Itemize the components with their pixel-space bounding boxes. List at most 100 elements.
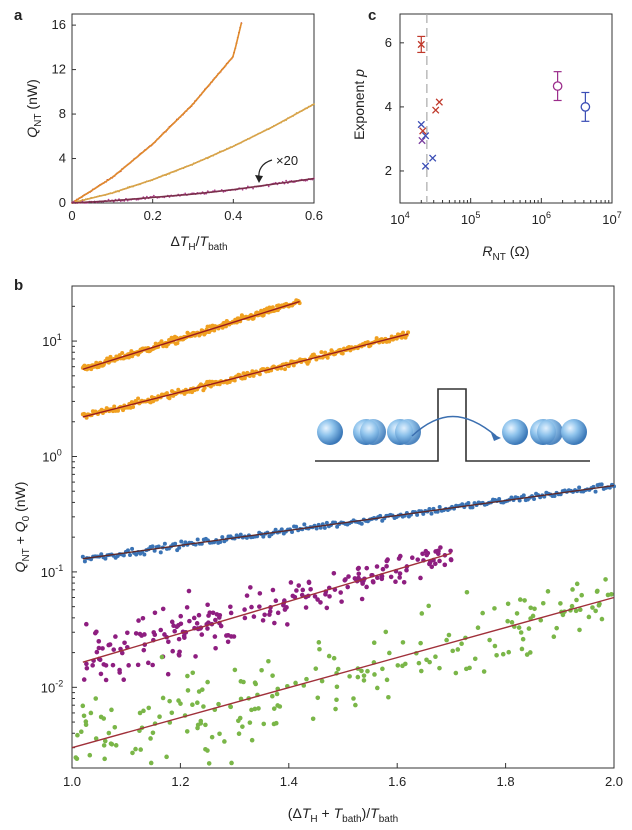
data-point	[228, 704, 233, 709]
data-point	[145, 660, 151, 666]
data-point	[459, 641, 464, 647]
data-point	[577, 607, 583, 613]
y-tick-label: 10-2	[41, 678, 63, 695]
cross-marker	[435, 98, 443, 106]
data-point	[205, 679, 210, 685]
data-point	[323, 350, 328, 355]
data-point	[388, 574, 394, 580]
data-point	[404, 567, 409, 573]
data-point	[514, 611, 520, 616]
data-point	[435, 509, 440, 514]
data-point	[448, 548, 453, 554]
data-point	[480, 610, 485, 616]
data-point	[101, 743, 107, 748]
data-point	[327, 594, 332, 599]
data-point	[145, 195, 148, 198]
data-point	[492, 606, 497, 611]
data-point	[506, 649, 512, 655]
data-point	[285, 622, 290, 627]
data-point	[165, 671, 171, 677]
data-point	[90, 663, 95, 668]
data-point	[437, 665, 442, 671]
data-point	[374, 564, 380, 569]
panel-c-chart: 104 105 106 107 2 4 6 RNT (Ω) Exponent p	[351, 13, 622, 263]
electron-ball	[502, 419, 528, 445]
data-point	[191, 615, 197, 621]
data-point	[225, 632, 231, 638]
data-point	[570, 587, 575, 592]
data-point	[257, 591, 263, 596]
data-point	[158, 627, 164, 633]
data-point	[184, 605, 190, 610]
data-point	[426, 603, 431, 609]
arrowhead-icon	[491, 433, 501, 441]
data-point	[195, 537, 200, 542]
data-point	[538, 617, 544, 623]
data-point	[259, 667, 264, 673]
data-point	[442, 562, 448, 568]
data-point	[100, 646, 105, 651]
data-point	[150, 662, 155, 668]
cross-marker	[432, 106, 440, 114]
data-point	[338, 590, 343, 595]
data-point	[214, 612, 220, 617]
data-point	[299, 592, 305, 598]
data-point	[248, 585, 253, 590]
data-point	[599, 482, 604, 487]
data-point	[194, 621, 200, 626]
data-point	[522, 598, 527, 603]
data-point	[121, 553, 126, 558]
data-point	[306, 579, 312, 585]
data-point	[284, 605, 289, 610]
data-point	[97, 657, 103, 663]
data-point	[142, 552, 147, 557]
fit-line	[71, 22, 243, 204]
data-point	[228, 610, 234, 616]
data-point	[532, 606, 537, 612]
data-point	[242, 615, 248, 621]
data-point	[186, 588, 192, 594]
data-point	[359, 521, 364, 526]
x-tick-label: 0.6	[305, 208, 323, 223]
data-point	[166, 639, 171, 645]
data-point	[103, 663, 109, 668]
circle-marker	[580, 102, 591, 112]
data-point	[427, 561, 432, 567]
data-point	[346, 574, 351, 579]
data-point	[131, 404, 136, 409]
data-point	[176, 636, 182, 642]
data-point	[212, 634, 218, 639]
data-point	[266, 658, 271, 664]
data-point	[296, 583, 302, 588]
data-point	[88, 710, 94, 716]
data-point	[257, 604, 262, 609]
data-point	[152, 610, 158, 616]
data-point	[347, 674, 352, 679]
data-point	[251, 614, 257, 619]
data-point	[213, 617, 218, 623]
data-point	[418, 575, 423, 581]
data-point	[438, 545, 443, 550]
data-point	[121, 677, 127, 683]
data-point	[532, 496, 537, 501]
data-point	[315, 695, 321, 701]
data-point	[419, 668, 424, 674]
data-point	[107, 198, 110, 201]
data-point	[238, 532, 243, 537]
data-point	[481, 669, 487, 674]
data-point	[205, 626, 210, 631]
data-point	[303, 605, 309, 610]
data-point	[395, 663, 401, 668]
data-point	[420, 551, 425, 557]
data-point	[310, 716, 316, 722]
x-axis-label: ΔTH/Tbath	[170, 233, 227, 253]
data-point	[112, 724, 118, 730]
data-point	[213, 645, 218, 651]
y-axis-label: QNT + Q0 (nW)	[12, 482, 32, 573]
data-point	[96, 645, 102, 651]
tunneling-arrow	[411, 415, 497, 437]
data-point	[325, 355, 330, 360]
data-point	[375, 575, 380, 581]
data-point	[397, 571, 403, 576]
panel-letter-b: b	[14, 277, 23, 294]
